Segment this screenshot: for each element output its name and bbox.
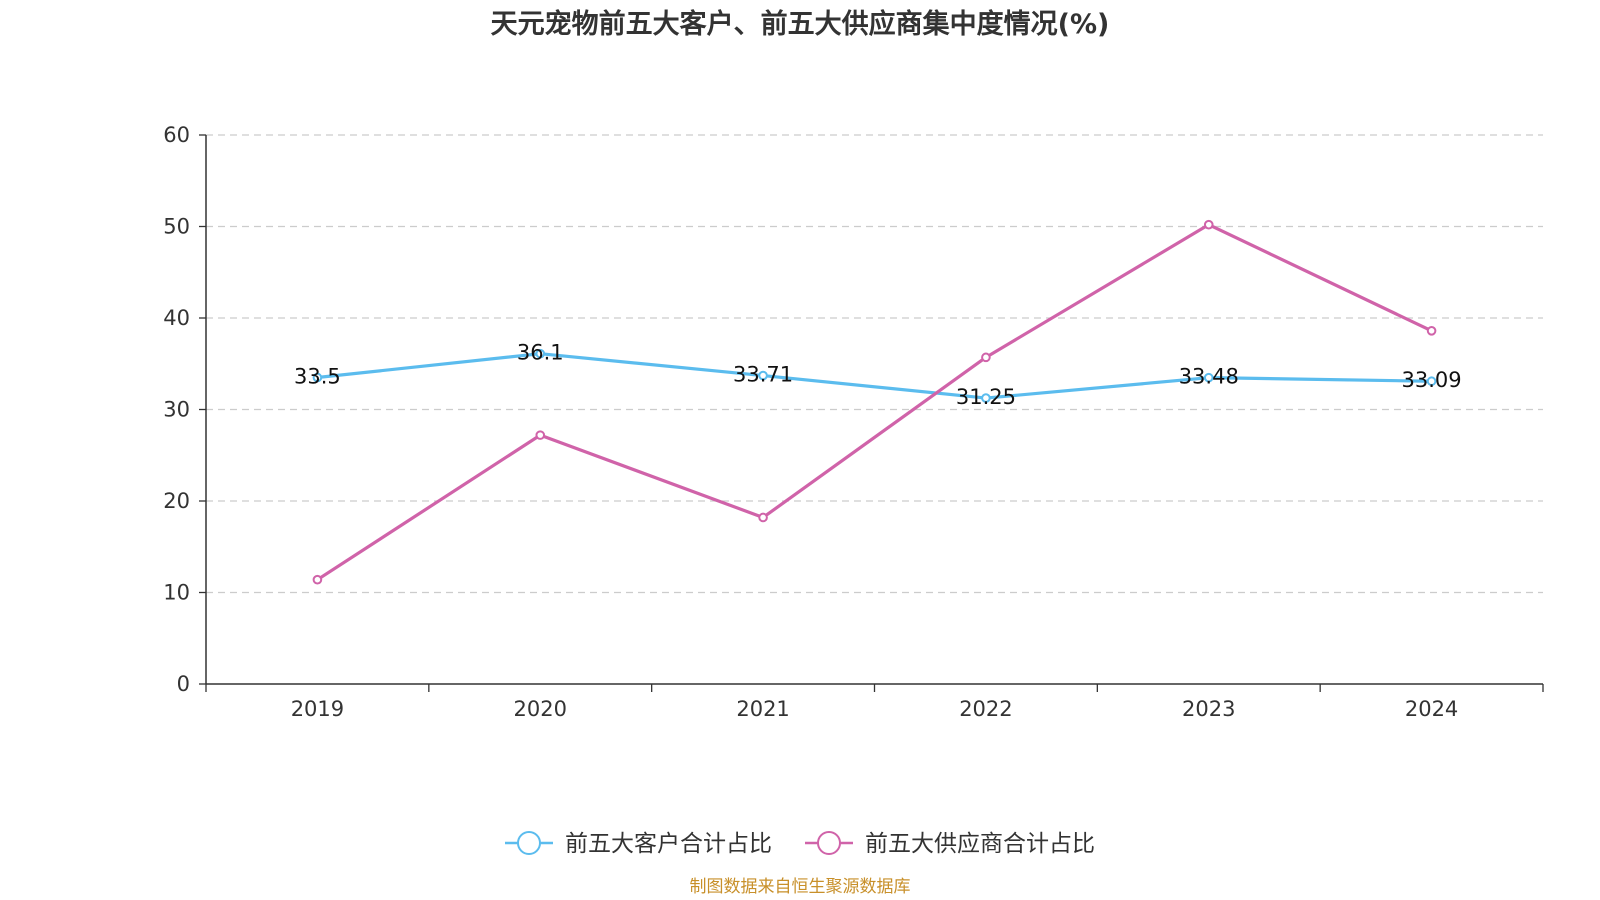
y-tick-label: 0 xyxy=(177,672,190,696)
data-point xyxy=(535,430,546,440)
legend-label: 前五大供应商合计占比 xyxy=(865,831,1095,857)
y-tick-label: 10 xyxy=(163,581,190,605)
y-tick-label: 40 xyxy=(163,306,190,330)
series-line xyxy=(317,352,1432,400)
data-label: 36.1 xyxy=(517,341,564,365)
legend-marker-icon xyxy=(517,831,541,855)
legend-marker-icon xyxy=(817,831,841,855)
grid xyxy=(206,134,1543,594)
legend: 前五大客户合计占比 前五大供应商合计占比 xyxy=(505,831,1095,857)
data-point xyxy=(981,393,991,403)
legend-label: 前五大客户合计占比 xyxy=(565,831,772,857)
x-tick-label: 2023 xyxy=(1182,697,1235,721)
x-axis-ticks: 2019 2020 2021 2022 2023 2024 xyxy=(291,697,1459,721)
y-tick-label: 50 xyxy=(163,215,190,239)
series-layer: 33.5 36.1 33.71 31.25 33.48 33.09 xyxy=(294,219,1462,585)
data-point xyxy=(758,370,768,381)
y-tick-label: 30 xyxy=(163,398,190,422)
source-note: 制图数据来自恒生聚源数据库 xyxy=(690,877,911,897)
legend-item-1: 前五大客户合计占比 xyxy=(505,831,772,857)
data-label: 33.71 xyxy=(733,363,793,387)
y-axis-ticks: 0 10 20 30 40 50 60 xyxy=(163,123,190,696)
series-2 xyxy=(312,219,1437,585)
data-point xyxy=(1203,219,1214,230)
x-tick-label: 2020 xyxy=(514,697,567,721)
series-1: 33.5 36.1 33.71 31.25 33.48 33.09 xyxy=(294,341,1462,409)
legend-item-2: 前五大供应商合计占比 xyxy=(805,831,1095,857)
data-label: 33.09 xyxy=(1402,368,1462,392)
data-point xyxy=(535,348,546,359)
data-point xyxy=(312,574,323,585)
x-tick-label: 2019 xyxy=(291,697,344,721)
data-label: 33.5 xyxy=(294,364,341,388)
x-tick-label: 2022 xyxy=(959,697,1012,721)
x-tick-label: 2021 xyxy=(736,697,789,721)
chart-title: 天元宠物前五大客户、前五大供应商集中度情况(%) xyxy=(491,8,1110,40)
data-point xyxy=(1426,376,1437,387)
data-point xyxy=(312,372,323,383)
y-tick-label: 60 xyxy=(163,123,190,147)
x-tick-label: 2024 xyxy=(1405,697,1458,721)
series-line xyxy=(316,223,1433,582)
data-label: 31.25 xyxy=(956,385,1016,409)
data-point xyxy=(1203,372,1214,383)
data-label: 33.48 xyxy=(1179,365,1239,389)
axes xyxy=(199,134,1544,692)
data-point xyxy=(981,352,991,363)
y-tick-label: 20 xyxy=(163,489,190,513)
data-point xyxy=(1426,326,1437,336)
data-point xyxy=(758,512,768,523)
